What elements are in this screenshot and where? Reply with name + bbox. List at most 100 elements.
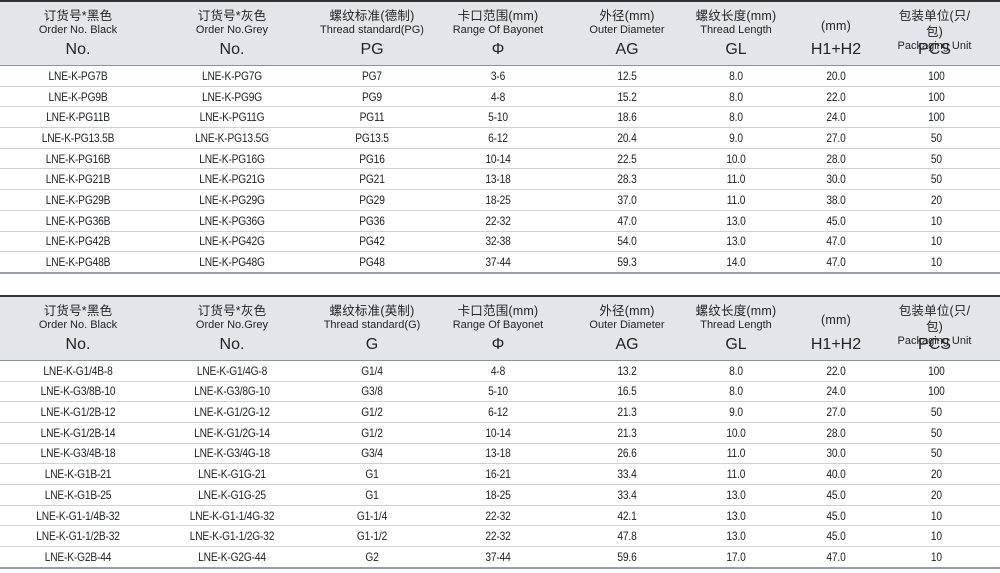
cell-order_no_grey: LNE-K-PG11G [199, 110, 265, 125]
cell-order_no_grey: LNE-K-G1G-21 [198, 467, 266, 482]
cell-thread_length: 13.0 [726, 234, 746, 249]
cell-outer_diameter: 33.4 [617, 487, 637, 502]
cell-bayonet_range: 10-14 [485, 151, 511, 166]
cell-packaging_unit: 100 [928, 384, 945, 399]
cell-height_h1_h2: 30.0 [826, 446, 846, 461]
cell-thread_standard: PG42 [359, 234, 385, 249]
table-row: LNE-K-PG16B LNE-K-PG16G PG16 10-14 22.5 10.0 2… [0, 148, 1000, 170]
cell-order_no_black: LNE-K-PG48B [45, 255, 111, 270]
header-label-cn: (mm) [821, 18, 851, 33]
header-code: GL [725, 335, 747, 353]
cell-bayonet_range: 37-44 [485, 255, 511, 270]
cell-thread_standard: PG7 [362, 68, 382, 83]
header-code: No. [65, 41, 91, 58]
cell-thread_length: 9.0 [729, 130, 743, 145]
cell-thread_standard: PG16 [359, 151, 385, 166]
cell-order_no_grey: LNE-K-PG36G [199, 213, 265, 228]
header-code: No. [219, 41, 245, 58]
header-col-height-h1-h2: (mm) H1+H2 [778, 2, 894, 65]
cell-packaging_unit: 10 [930, 255, 942, 270]
header-col-height-h1-h2: (mm) H1+H2 [778, 297, 894, 360]
cell-packaging_unit: 20 [930, 467, 942, 482]
cell-height_h1_h2: 45.0 [826, 529, 846, 544]
cell-height_h1_h2: 47.0 [826, 549, 846, 564]
header-col-bayonet-range: 卡口范围(mm) Range Of Bayonet Φ [436, 2, 560, 65]
cell-thread_length: 17.0 [726, 549, 746, 564]
cell-bayonet_range: 22-32 [485, 508, 511, 523]
cell-packaging_unit: 100 [928, 68, 945, 83]
cell-height_h1_h2: 24.0 [826, 384, 846, 399]
cell-packaging_unit: 20 [930, 192, 942, 207]
header-label-en: Thread standard(G) [323, 318, 421, 331]
cell-outer_diameter: 21.3 [617, 405, 637, 420]
cell-packaging_unit: 50 [930, 446, 942, 461]
cell-packaging_unit: 50 [930, 425, 942, 440]
cell-height_h1_h2: 40.0 [826, 467, 846, 482]
cell-height_h1_h2: 22.0 [826, 89, 846, 104]
cell-thread_length: 11.0 [726, 172, 746, 187]
cell-outer_diameter: 28.3 [617, 172, 637, 187]
cell-outer_diameter: 33.4 [617, 467, 637, 482]
cell-height_h1_h2: 30.0 [826, 172, 846, 187]
cell-outer_diameter: 42.1 [617, 508, 637, 523]
header-label-cn: 卡口范围(mm) [457, 303, 539, 318]
cell-height_h1_h2: 28.0 [826, 151, 846, 166]
cell-order_no_grey: LNE-K-G1G-25 [198, 487, 266, 502]
table-row: LNE-K-PG21B LNE-K-PG21G PG21 13-18 28.3 11.0 3… [0, 169, 1000, 191]
cell-thread_standard: G1 [365, 467, 379, 482]
cell-packaging_unit: 10 [930, 549, 942, 564]
cell-order_no_grey: LNE-K-PG48G [199, 255, 265, 270]
cell-thread_standard: G1/4 [361, 363, 383, 378]
cell-height_h1_h2: 27.0 [826, 405, 846, 420]
cell-order_no_grey: LNE-K-G1/2G-12 [194, 405, 270, 420]
cell-packaging_unit: 50 [930, 151, 942, 166]
cell-bayonet_range: 18-25 [485, 192, 511, 207]
table-body: LNE-K-G1/4B-8 LNE-K-G1/4G-8 G1/4 4-8 13.2 8.0… [0, 360, 1000, 569]
cell-thread_standard: PG29 [359, 192, 385, 207]
cell-thread_length: 13.0 [726, 487, 746, 502]
cell-bayonet_range: 3-6 [490, 68, 506, 83]
table-body: LNE-K-PG7B LNE-K-PG7G PG7 3-6 12.5 8.0 20.0 100… [0, 66, 1000, 274]
header-code: PCS [918, 41, 951, 58]
cell-outer_diameter: 16.5 [617, 384, 637, 399]
cell-bayonet_range: 13-18 [485, 172, 511, 187]
header-label-en: Range Of Bayonet [452, 24, 544, 36]
cell-order_no_black: LNE-K-G1/4B-8 [43, 363, 113, 378]
header-col-order-no-black: 订货号*黑色 Order No. Black No. [0, 297, 156, 360]
cell-thread_length: 8.0 [729, 89, 743, 104]
header-label-en: Packaging Unit [897, 334, 972, 347]
cell-thread_length: 8.0 [729, 363, 743, 378]
table-row: LNE-K-G3/8B-10 LNE-K-G3/8G-10 G3/8 5-10 16.5… [0, 381, 1000, 403]
header-col-thread-standard: 螺纹标准(英制) Thread standard(G) G [308, 297, 436, 360]
header-label-en: Range Of Bayonet [452, 318, 544, 331]
cell-outer_diameter: 59.6 [617, 549, 637, 564]
cell-thread_length: 8.0 [729, 110, 743, 125]
header-label-cn: 螺纹长度(mm) [695, 303, 777, 318]
cell-thread_length: 11.0 [726, 192, 746, 207]
table-row: LNE-K-G2B-44 LNE-K-G2G-44 G2 37-44 59.6 17.0 4… [0, 547, 1000, 567]
cell-bayonet_range: 22-32 [485, 213, 511, 228]
cell-packaging_unit: 10 [930, 213, 942, 228]
table-row: LNE-K-PG48B LNE-K-PG48G PG48 37-44 59.3 14.0 4… [0, 252, 1000, 272]
cell-thread_standard: PG13.5 [355, 130, 389, 145]
cell-order_no_grey: LNE-K-G1-1/2G-32 [189, 529, 275, 544]
cell-thread_length: 8.0 [729, 384, 743, 399]
header-code: AG [615, 335, 639, 353]
cell-bayonet_range: 10-14 [485, 425, 511, 440]
cell-order_no_grey: LNE-K-PG13.5G [195, 130, 269, 145]
cell-order_no_black: LNE-K-G3/4B-18 [40, 446, 116, 461]
cell-order_no_grey: LNE-K-PG16G [199, 151, 265, 166]
cell-thread_standard: PG21 [359, 172, 385, 187]
cell-thread_standard: G2 [365, 549, 379, 564]
table-row: LNE-K-G1B-21 LNE-K-G1G-21 G1 16-21 33.4 11.0 4… [0, 464, 1000, 485]
table-row: LNE-K-G1-1/2B-32 LNE-K-G1-1/2G-32 G1-1/2 22… [0, 526, 1000, 548]
cell-bayonet_range: 5-10 [488, 384, 508, 399]
cell-order_no_grey: LNE-K-G3/8G-10 [194, 384, 270, 399]
cell-order_no_grey: LNE-K-G1-1/4G-32 [189, 508, 275, 523]
cell-height_h1_h2: 47.0 [826, 255, 846, 270]
header-col-thread-length: 螺纹长度(mm) Thread Length GL [694, 297, 778, 360]
cell-packaging_unit: 50 [930, 405, 942, 420]
cell-order_no_black: LNE-K-PG21B [45, 172, 111, 187]
cell-height_h1_h2: 38.0 [826, 192, 846, 207]
